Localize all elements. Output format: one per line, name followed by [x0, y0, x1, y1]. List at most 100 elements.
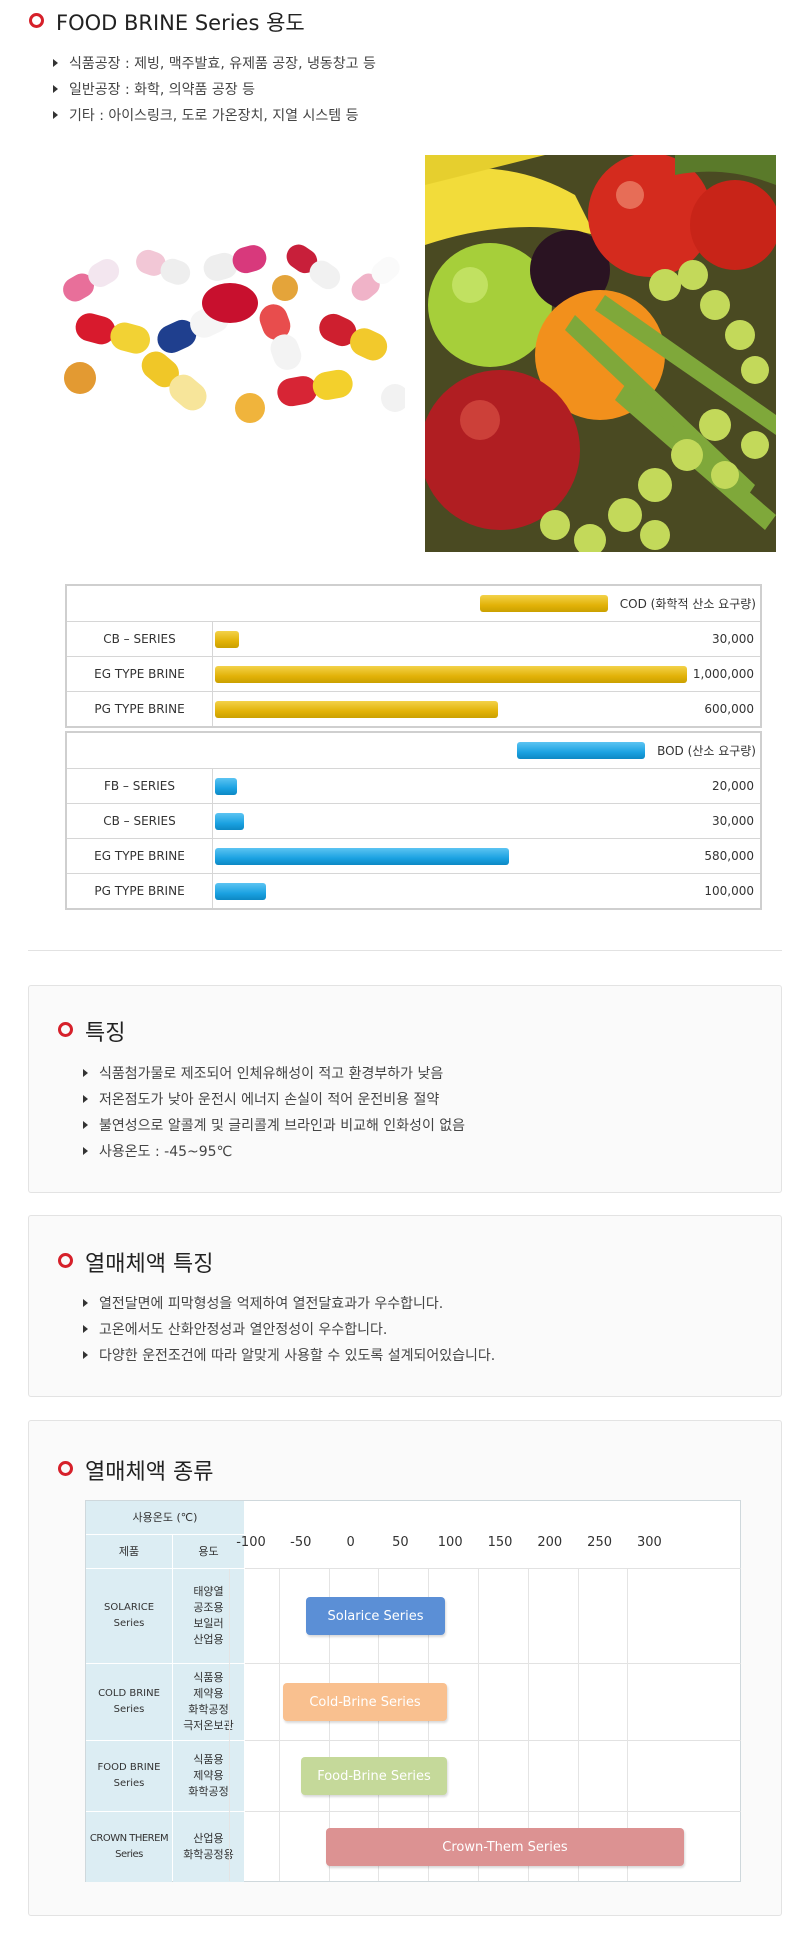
bod-chart: BOD (산소 요구량) FB – SERIES 20,000 CB – SER…	[65, 731, 762, 910]
heat-features-item: 고온에서도 산화안정성과 열안정성이 우수합니다.	[82, 1319, 387, 1339]
temp-header: 사용온도 (℃)	[86, 1501, 244, 1534]
bod-legend-row: BOD (산소 요구량)	[67, 733, 760, 768]
cod-row: PG TYPE BRINE 600,000	[67, 691, 760, 726]
temperature-tick-label: 150	[487, 1535, 513, 1550]
bod-legend-label: BOD (산소 요구량)	[657, 744, 756, 758]
cod-row-label: CB – SERIES	[67, 622, 213, 656]
bod-row-value: 580,000	[704, 849, 754, 863]
bod-bar	[215, 778, 237, 795]
bod-row: EG TYPE BRINE 580,000	[67, 838, 760, 873]
use-line: 식품용	[193, 1753, 224, 1766]
heat-features-item: 열전달면에 피막형성을 억제하여 열전달효과가 우수합니다.	[82, 1293, 443, 1313]
cod-bar	[215, 666, 687, 683]
grid-line	[478, 1569, 479, 1881]
product-name-line: CROWN THEREM	[89, 1833, 169, 1844]
usage-title: FOOD BRINE Series 용도	[56, 11, 305, 35]
series-range-bar: Food-Brine Series	[300, 1757, 448, 1795]
use-line: 식품용	[193, 1671, 224, 1684]
bod-row: CB – SERIES 30,000	[67, 803, 760, 838]
product-name-cell: FOOD BRINE Series	[86, 1741, 172, 1811]
bod-row-value: 100,000	[704, 884, 754, 898]
product-name-line: COLD BRINE	[98, 1688, 160, 1699]
usage-item: 식품공장 : 제빙, 맥주발효, 유제품 공장, 냉동창고 등	[53, 53, 376, 73]
row-divider	[245, 1811, 741, 1812]
product-use-cell: 태양열 공조용 보일러 산업용	[173, 1569, 244, 1663]
usage-item: 기타 : 아이스링크, 도로 가온장치, 지열 시스템 등	[53, 105, 359, 125]
cod-row: EG TYPE BRINE 1,000,000	[67, 656, 760, 691]
section-bullet-icon	[29, 13, 44, 28]
heat-types-table: 사용온도 (℃) 제품 용도 SOLARICE Series 태양열 공조용 보일러 산…	[85, 1500, 741, 1882]
cod-legend-row: COD (화학적 산소 요구량)	[67, 586, 760, 621]
series-range-bar: Cold-Brine Series	[282, 1683, 448, 1721]
use-line: 산업용	[193, 1633, 224, 1646]
heat-features-item: 다양한 운전조건에 따라 알맞게 사용할 수 있도록 설계되어있습니다.	[82, 1345, 495, 1365]
row-divider	[245, 1740, 741, 1741]
temperature-tick-label: 100	[437, 1535, 463, 1550]
section-divider	[28, 950, 782, 951]
section-bullet-icon	[58, 1461, 73, 1476]
bod-row: PG TYPE BRINE 100,000	[67, 873, 760, 908]
features-item: 식품첨가물로 제조되어 인체유해성이 적고 환경부하가 낮음	[82, 1063, 443, 1083]
use-line: 화학공정	[188, 1703, 229, 1716]
grid-line	[378, 1569, 380, 1881]
use-line: 화학공정용	[183, 1848, 234, 1861]
use-line: 공조용	[193, 1601, 224, 1614]
grid-line	[428, 1569, 430, 1881]
grid-line	[328, 1569, 330, 1881]
cod-bar	[215, 701, 499, 718]
features-item: 저온점도가 낮아 운전시 에너지 손실이 적어 운전비용 절약	[82, 1089, 439, 1109]
use-column-header: 용도	[173, 1535, 244, 1568]
cod-bar	[215, 631, 239, 648]
features-item: 사용온도 : -45~95℃	[82, 1141, 232, 1161]
cod-row-value: 1,000,000	[692, 667, 754, 681]
cod-legend-label: COD (화학적 산소 요구량)	[619, 597, 756, 611]
grid-line	[627, 1569, 629, 1881]
use-line: 보일러	[193, 1617, 224, 1630]
bod-bar	[215, 883, 266, 900]
temperature-tick-label: -100	[236, 1535, 266, 1550]
use-line: 화학공정	[188, 1785, 229, 1798]
product-column-header: 제품	[86, 1535, 172, 1568]
product-name-cell: COLD BRINE Series	[86, 1664, 172, 1740]
features-item: 불연성으로 알콜계 및 글리콜계 브라인과 비교해 인화성이 없음	[82, 1115, 465, 1135]
cod-chart: COD (화학적 산소 요구량) CB – SERIES 30,000 EG T…	[65, 584, 762, 728]
series-range-bar: Solarice Series	[305, 1597, 446, 1635]
grid-line	[527, 1569, 529, 1881]
bod-bar	[215, 848, 509, 865]
cod-row-value: 600,000	[704, 702, 754, 716]
product-name-line: Series	[113, 1618, 145, 1629]
bod-row-value: 30,000	[712, 814, 754, 828]
use-line: 산업용	[193, 1832, 224, 1845]
use-line: 제약용	[193, 1769, 224, 1782]
bod-row: FB – SERIES 20,000	[67, 768, 760, 803]
usage-item: 일반공장 : 화학, 의약품 공장 등	[53, 79, 255, 99]
use-line: 극저온보관	[183, 1719, 234, 1732]
grid-line	[229, 1569, 230, 1881]
features-panel	[28, 985, 782, 1193]
fruits-vegetables-photo	[425, 155, 776, 552]
temperature-tick-label: 0	[346, 1535, 355, 1550]
bod-row-label: CB – SERIES	[67, 804, 213, 838]
product-name-cell: CROWN THEREM Series	[86, 1812, 172, 1882]
temperature-tick-label: 200	[537, 1535, 563, 1550]
grid-line	[278, 1569, 280, 1881]
cod-legend-swatch	[480, 595, 608, 612]
section-bullet-icon	[58, 1253, 73, 1268]
features-title: 특징	[85, 1021, 126, 1046]
temperature-tick-label: 250	[587, 1535, 613, 1550]
heat-features-panel	[28, 1215, 782, 1397]
heat-features-title: 열매체액 특징	[85, 1252, 214, 1277]
series-range-bar: Crown-Them Series	[325, 1828, 685, 1866]
bod-row-label: EG TYPE BRINE	[67, 839, 213, 873]
cod-row-label: PG TYPE BRINE	[67, 692, 213, 726]
bod-row-label: FB – SERIES	[67, 769, 213, 803]
section-bullet-icon	[58, 1022, 73, 1037]
use-line: 제약용	[193, 1687, 224, 1700]
cod-row: CB – SERIES 30,000	[67, 621, 760, 656]
heat-types-title: 열매체액 종류	[85, 1460, 214, 1485]
row-divider	[245, 1663, 741, 1664]
bod-bar	[215, 813, 244, 830]
